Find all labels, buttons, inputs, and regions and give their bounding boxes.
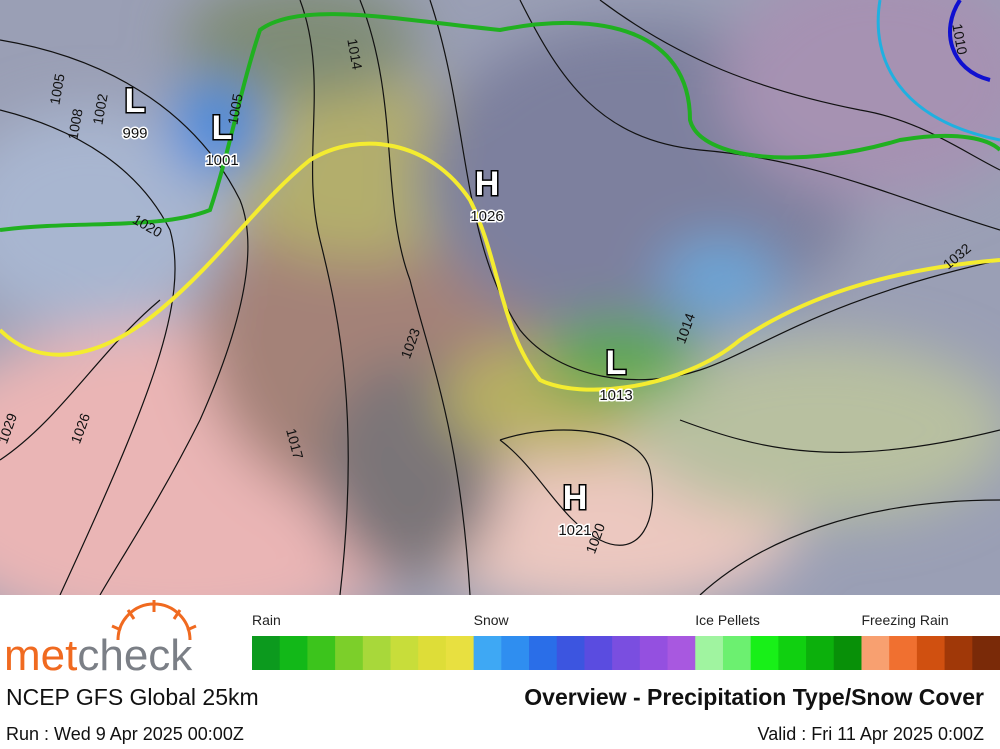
legend-swatch (972, 636, 1000, 670)
snow-line (0, 12, 1000, 232)
pressure-value: 1021 (558, 522, 591, 539)
legend-swatch (445, 636, 475, 670)
chart-title: Overview - Precipitation Type/Snow Cover (524, 684, 984, 710)
pressure-value: 1001 (205, 152, 238, 169)
legend-swatch (833, 636, 862, 670)
isobar-label: 1005 (224, 92, 245, 126)
legend: Rain Snow Ice Pellets Freezing Rain (252, 612, 1000, 670)
pressure-value: 1013 (599, 387, 632, 404)
legend-swatch (944, 636, 973, 670)
legend-swatch (778, 636, 807, 670)
pressure-symbol: H (475, 165, 500, 203)
legend-swatch (529, 636, 558, 670)
legend-swatch (362, 636, 392, 670)
cool-isotherm (876, 0, 1000, 142)
pressure-symbol: L (125, 82, 146, 120)
legend-swatch (861, 636, 890, 670)
isobar-label: 1017 (283, 427, 307, 461)
pressure-symbol: L (606, 344, 627, 382)
pressure-centers: L 999 L 1001 H 1026 L 1013 H 1021 (121, 81, 634, 541)
legend-swatch (473, 636, 502, 670)
legend-label: Rain (252, 612, 281, 628)
pressure-value: 1026 (470, 208, 503, 225)
run-time: Run : Wed 9 Apr 2025 00:00Z (6, 724, 244, 744)
legend-label: Snow (474, 612, 510, 628)
legend-swatch (279, 636, 308, 670)
pressure-value: 999 (122, 125, 147, 142)
legend-swatch (806, 636, 835, 670)
isobar-label: 1005 (46, 72, 67, 106)
logo-sun (111, 600, 197, 641)
legend-swatch (889, 636, 918, 670)
cold-isotherm (948, 0, 991, 82)
map-background (0, 0, 1000, 640)
legend-label: Ice Pellets (695, 612, 760, 628)
isobars (0, 0, 1000, 596)
isobar-label: 1002 (89, 92, 110, 126)
brand: metcheck (4, 631, 193, 680)
footer-background (0, 595, 1000, 749)
legend-swatch (722, 636, 752, 670)
legend-swatch (667, 636, 696, 670)
valid-time: Valid : Fri 11 Apr 2025 0:00Z (758, 724, 984, 744)
pressure-symbol: L (212, 109, 233, 147)
freezing-line (0, 141, 1000, 392)
legend-label: Freezing Rain (861, 612, 948, 628)
brand-met: met (4, 631, 77, 680)
legend-swatch (916, 636, 946, 670)
legend-swatch (695, 636, 724, 670)
brand-check: check (77, 631, 193, 680)
legend-swatch (639, 636, 669, 670)
legend-swatch (390, 636, 419, 670)
legend-swatch (750, 636, 779, 670)
isobar-label: 1008 (64, 107, 85, 141)
legend-swatch (501, 636, 530, 670)
legend-swatch (307, 636, 336, 670)
model-name: NCEP GFS Global 25km (6, 684, 259, 710)
legend-swatch (584, 636, 613, 670)
legend-swatch (612, 636, 641, 670)
legend-swatch (418, 636, 447, 670)
legend-swatch (252, 636, 281, 670)
pressure-symbol: H (563, 479, 588, 517)
legend-swatch (556, 636, 585, 670)
legend-swatch (335, 636, 364, 670)
isobar-label: 1010 (949, 22, 970, 56)
isobar-label: 1014 (344, 37, 365, 71)
